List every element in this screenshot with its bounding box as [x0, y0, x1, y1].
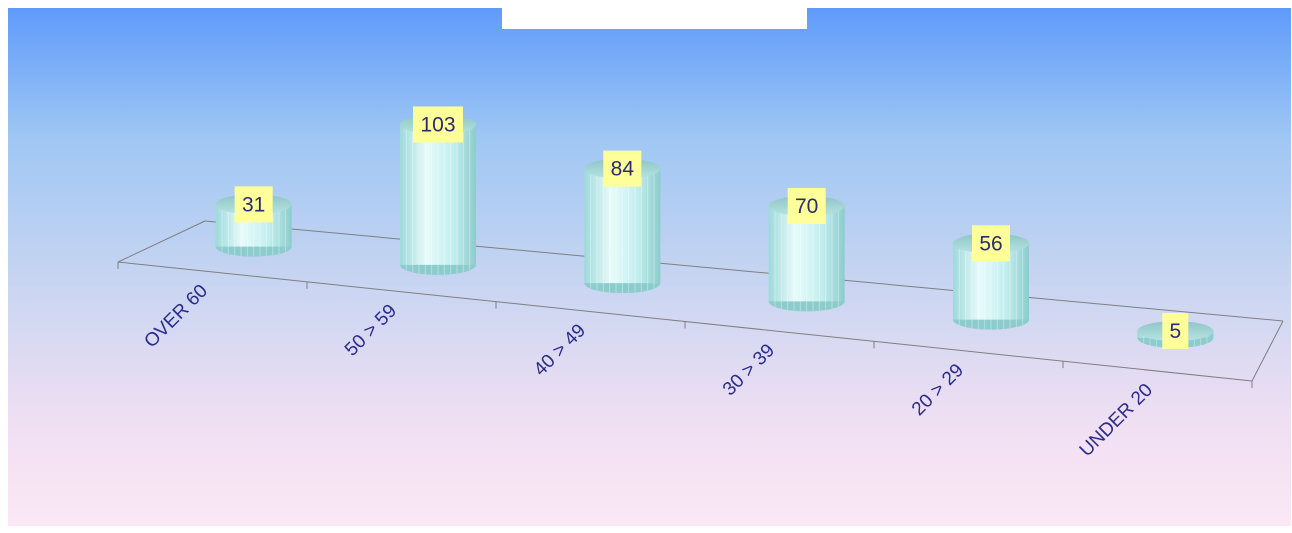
x-tick-label: 30 > 39 [719, 340, 779, 400]
bar-body [584, 168, 661, 284]
x-tick-label: OVER 60 [140, 281, 212, 353]
data-label-box [972, 225, 1010, 262]
x-tick-label: UNDER 20 [1076, 380, 1157, 461]
data-label-box [603, 150, 642, 187]
data-label-box [787, 187, 826, 224]
data-label: 103 [413, 106, 463, 143]
data-label: 84 [603, 150, 642, 187]
data-label-text: 70 [795, 195, 818, 218]
data-label-text: 103 [420, 113, 455, 136]
data-label: 56 [972, 225, 1010, 262]
data-label: 70 [787, 187, 826, 224]
floor-left-edge [117, 220, 206, 263]
data-label: 31 [234, 186, 273, 223]
chart-title-box [502, 8, 807, 29]
floor-back-edge [204, 220, 1284, 322]
bar-body [400, 124, 476, 265]
data-label-box [413, 106, 463, 143]
bars-layer [215, 114, 1214, 348]
x-tick-label: 20 > 29 [908, 360, 968, 420]
data-label-text: 5 [1169, 320, 1181, 343]
data-label-box [234, 186, 273, 223]
data-label-text: 84 [611, 158, 635, 181]
x-tick-label: 40 > 49 [530, 320, 590, 380]
floor-right-edge [1251, 320, 1284, 382]
cylinder-chart: OVER 60 50 > 59 40 > 49 30 > 39 20 > 29 UNDER… [117, 106, 1284, 461]
data-label: 5 [1162, 313, 1189, 350]
chart-area: OVER 60 50 > 59 40 > 49 30 > 39 20 > 29 UNDER… [8, 8, 1291, 526]
data-label-box [1162, 313, 1189, 350]
data-label-text: 56 [979, 232, 1002, 255]
data-label-text: 31 [242, 193, 265, 216]
axis-layer [117, 220, 1284, 388]
x-tick-label: 50 > 59 [341, 300, 401, 360]
data-labels: 31 103 84 70 56 5 [234, 106, 1189, 350]
